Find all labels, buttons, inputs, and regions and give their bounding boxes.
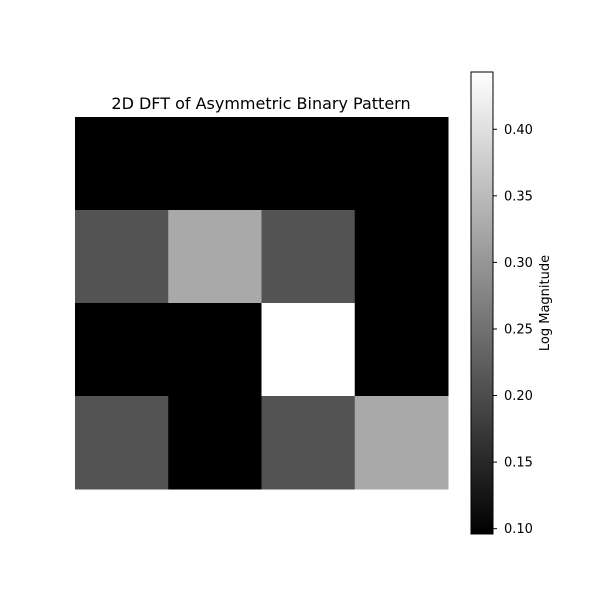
colorbar-tick-label: 0.10 [504,522,533,537]
colorbar-tick-label: 0.40 [504,123,533,138]
colorbar-label: Log Magnitude [538,255,553,351]
heatmap-cell [75,396,169,490]
heatmap-cell [354,396,449,490]
chart-title: 2D DFT of Asymmetric Binary Pattern [111,94,410,113]
heatmap-cell [75,303,169,397]
colorbar: 0.10 0.15 0.20 0.25 0.30 0.35 0.40 Log Magnitu… [470,71,553,537]
heatmap-cell [354,210,449,304]
colorbar-tick-label: 0.30 [504,256,533,271]
colorbar-tick-label: 0.35 [504,189,533,204]
heatmap-cell [75,117,169,211]
heatmap-cell [261,303,356,397]
colorbar-gradient [471,72,493,534]
heatmap-cell [354,117,449,211]
heatmap-cell [168,303,262,397]
heatmap-cell [168,396,262,490]
heatmap-cell [354,303,449,397]
heatmap-cell [261,117,356,211]
heatmap [75,117,449,490]
heatmap-cell [168,117,262,211]
colorbar-ticks: 0.10 0.15 0.20 0.25 0.30 0.35 0.40 [493,123,533,537]
heatmap-cell [261,210,356,304]
colorbar-tick-label: 0.15 [504,456,533,471]
colorbar-tick-label: 0.20 [504,389,533,404]
heatmap-cell [75,210,169,304]
heatmap-cell [168,210,262,304]
heatmap-cell [261,396,356,490]
colorbar-tick-label: 0.25 [504,322,533,337]
colorbar-frame [470,71,494,535]
